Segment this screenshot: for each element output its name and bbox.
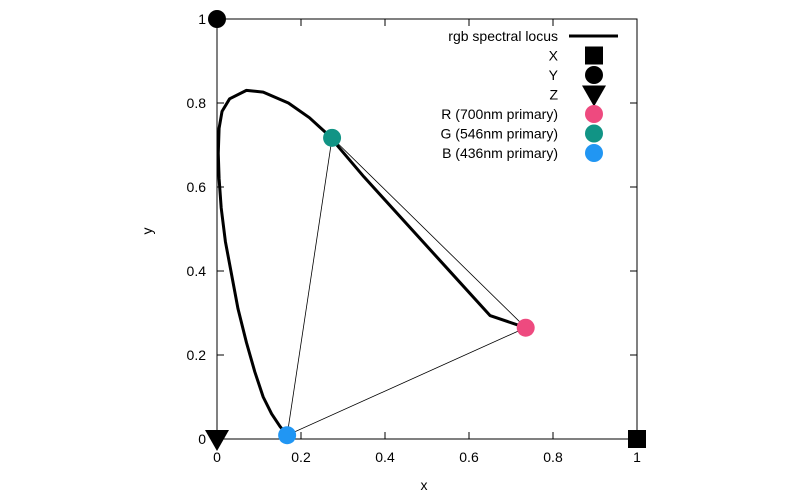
gamut-triangle xyxy=(286,137,527,436)
spectral-locus-line xyxy=(216,88,528,437)
plot-frame xyxy=(216,18,638,440)
plot-border xyxy=(216,18,638,440)
legend-label: G (546nm primary) xyxy=(441,126,558,142)
legend-marker-swatch xyxy=(585,66,603,84)
legend-marker-swatch xyxy=(582,85,606,107)
legend-marker-swatch xyxy=(585,46,603,65)
y-axis-label: y xyxy=(139,228,155,235)
legend-label: Z xyxy=(549,87,558,103)
x-tick-label: 0.2 xyxy=(291,449,311,465)
y-tick-label: 0.2 xyxy=(187,347,207,363)
y-tick-label: 0.8 xyxy=(187,95,207,111)
legend-marker-swatch xyxy=(585,124,603,143)
legend-label: rgb spectral locus xyxy=(448,28,558,44)
x-axis-label: x xyxy=(421,477,428,493)
axis-ticks xyxy=(216,18,638,440)
legend: rgb spectral locus XYZ R (700nm primary) G … xyxy=(441,28,618,162)
y-tick-label: 0 xyxy=(198,431,206,447)
data-point-r xyxy=(516,318,535,337)
legend-marker-swatch xyxy=(585,105,603,123)
x-tick-label: 0.8 xyxy=(543,449,563,465)
data-point-g xyxy=(323,128,342,147)
legend-label: X xyxy=(549,48,559,64)
legend-label: B (436nm primary) xyxy=(442,145,558,161)
data-point-z xyxy=(205,430,229,451)
x-tick-label: 0.6 xyxy=(459,449,479,465)
x-tick-label: 0.4 xyxy=(375,449,395,465)
tick-labels: 0 0.2 0.4 0.6 0.8 1 0 0.2 0.4 0.6 0.8 1 xyxy=(187,11,642,465)
y-tick-label: 0.6 xyxy=(187,179,207,195)
x-tick-label: 1 xyxy=(633,449,641,465)
legend-label: Y xyxy=(549,67,559,83)
data-point-b xyxy=(278,426,297,445)
data-point-x xyxy=(628,430,646,448)
legend-label: R (700nm primary) xyxy=(441,106,558,122)
y-tick-label: 1 xyxy=(198,11,206,27)
y-tick-label: 0.4 xyxy=(187,263,207,279)
series-layer xyxy=(205,10,646,451)
x-tick-label: 0 xyxy=(213,449,221,465)
legend-marker-swatch xyxy=(585,144,603,162)
data-point-y xyxy=(208,10,226,28)
